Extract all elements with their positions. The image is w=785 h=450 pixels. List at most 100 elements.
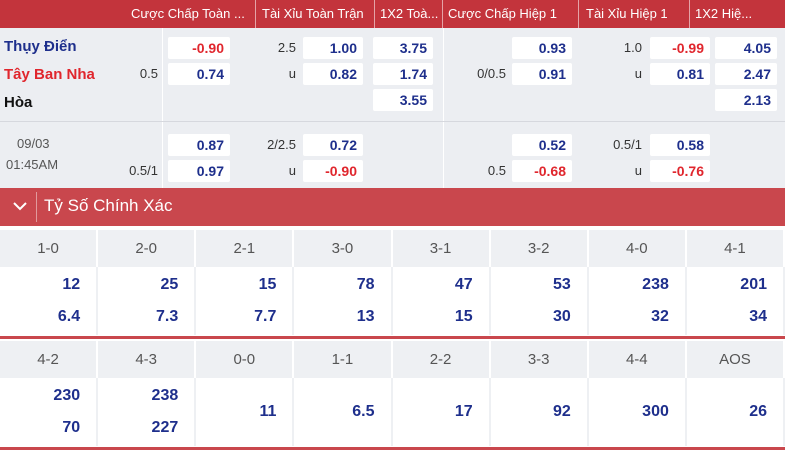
away-score-odds[interactable]: 13	[356, 308, 375, 325]
ft-1x2-draw-odds[interactable]: 3.55	[373, 89, 433, 111]
col-h1-handicap-header[interactable]: Cược Chấp Hiệp 1	[448, 6, 557, 21]
home-score-odds[interactable]: 53	[552, 276, 571, 293]
home-score-odds[interactable]: 47	[454, 276, 473, 293]
away-score-odds[interactable]: 6.4	[57, 308, 81, 325]
home-team-name[interactable]: Thụy Điển	[4, 38, 77, 55]
alt-ft-under-odds[interactable]: -0.90	[303, 160, 363, 182]
col-h1-over-under-header[interactable]: Tài Xỉu Hiệp 1	[586, 6, 668, 21]
ft-over-odds[interactable]: 1.00	[303, 37, 363, 59]
score-odds-cell[interactable]: 6.5	[294, 378, 393, 446]
score-odds-cell[interactable]: 92	[491, 378, 589, 446]
col-ft-1x2-header[interactable]: 1X2 Toà...	[380, 6, 439, 21]
correct-score-header-row-1: 1-0 2-0 2-1 3-0 3-1 3-2 4-0 4-1	[0, 230, 785, 267]
away-score-odds[interactable]: 70	[62, 419, 81, 436]
score-odds-cell[interactable]: 15 7.7	[196, 267, 295, 335]
draw-score-odds[interactable]: 300	[642, 403, 669, 420]
score-odds-cell[interactable]: 11	[196, 378, 295, 446]
score-odds-cell[interactable]: 300	[589, 378, 687, 446]
draw-score-odds[interactable]: 6.5	[352, 403, 375, 420]
score-label: 3-3	[490, 341, 589, 378]
col-ft-handicap-header[interactable]: Cược Chấp Toàn ...	[131, 6, 245, 21]
h1-under-label: u	[634, 66, 642, 81]
score-label: 3-2	[490, 230, 589, 267]
alt-h1-over-odds[interactable]: 0.58	[650, 134, 710, 156]
score-label: 3-0	[294, 230, 393, 267]
draw-score-odds[interactable]: 17	[454, 403, 473, 420]
h1-handicap-home-odds[interactable]: 0.93	[512, 37, 572, 59]
alt-h1-under-label: u	[634, 163, 642, 178]
score-odds-cell[interactable]: 26	[687, 378, 785, 446]
chevron-down-icon[interactable]	[10, 196, 30, 216]
score-odds-cell[interactable]: 201 34	[687, 267, 785, 335]
h1-handicap-away-odds[interactable]: 0.91	[512, 63, 572, 85]
home-score-odds[interactable]: 78	[356, 276, 375, 293]
correct-score-values-row-2: 230 70 238 227 11 6.5 17 92 300 26	[0, 378, 785, 446]
away-score-odds[interactable]: 227	[151, 419, 179, 436]
match-date: 09/03	[17, 136, 50, 151]
away-score-odds[interactable]: 30	[552, 308, 571, 325]
ft-handicap-away-odds[interactable]: 0.74	[168, 63, 230, 85]
row-separator	[0, 121, 785, 122]
score-odds-cell[interactable]: 53 30	[491, 267, 589, 335]
col-h1-1x2-header[interactable]: 1X2 Hiệ...	[695, 6, 753, 21]
h1-1x2-away-odds[interactable]: 2.47	[715, 63, 777, 85]
ft-under-odds[interactable]: 0.82	[303, 63, 363, 85]
draw-score-odds[interactable]: 11	[259, 403, 277, 420]
away-score-odds[interactable]: 32	[651, 308, 669, 325]
alt-h1-under-odds[interactable]: -0.76	[650, 160, 710, 182]
column-separator	[443, 28, 444, 188]
score-odds-cell[interactable]: 238 32	[589, 267, 687, 335]
correct-score-section-bar[interactable]: Tỷ Số Chính Xác	[0, 188, 785, 226]
h1-1x2-home-odds[interactable]: 4.05	[715, 37, 777, 59]
bottom-divider	[0, 447, 785, 450]
alt-h1-handicap-away-odds[interactable]: -0.68	[512, 160, 572, 182]
draw-label: Hòa	[4, 94, 33, 111]
col-ft-over-under-header[interactable]: Tài Xỉu Toàn Trận	[262, 6, 364, 21]
score-odds-cell[interactable]: 12 6.4	[0, 267, 99, 335]
alt-h1-handicap-home-odds[interactable]: 0.52	[512, 134, 572, 156]
home-score-odds[interactable]: 201	[740, 276, 767, 293]
ft-over-under-line: 2.5	[277, 40, 296, 55]
home-score-odds[interactable]: 230	[53, 387, 81, 404]
h1-1x2-draw-odds[interactable]: 2.13	[715, 89, 777, 111]
h1-under-odds[interactable]: 0.81	[650, 63, 710, 85]
home-score-odds[interactable]: 238	[642, 276, 669, 293]
aos-odds[interactable]: 26	[749, 403, 767, 420]
alt-ft-over-under-line: 2/2.5	[267, 137, 296, 152]
score-label: 2-2	[392, 341, 491, 378]
score-odds-cell[interactable]: 230 70	[0, 378, 99, 446]
score-label: 3-1	[392, 230, 491, 267]
away-score-odds[interactable]: 15	[454, 308, 473, 325]
away-team-name[interactable]: Tây Ban Nha	[4, 66, 95, 83]
draw-score-odds[interactable]: 92	[552, 403, 571, 420]
home-score-odds[interactable]: 25	[160, 276, 179, 293]
aos-label: AOS	[686, 341, 785, 378]
h1-handicap-line: 0/0.5	[477, 66, 506, 81]
ft-handicap-home-odds[interactable]: -0.90	[168, 37, 230, 59]
away-score-odds[interactable]: 7.7	[254, 308, 277, 325]
score-label: 4-1	[686, 230, 785, 267]
score-label: 1-1	[294, 341, 393, 378]
home-score-odds[interactable]: 12	[62, 276, 81, 293]
h1-over-odds[interactable]: -0.99	[650, 37, 710, 59]
ft-1x2-away-odds[interactable]: 1.74	[373, 63, 433, 85]
score-odds-cell[interactable]: 238 227	[98, 378, 197, 446]
odds-header-bar: Cược Chấp Toàn ... Tài Xỉu Toàn Trận 1X2…	[0, 0, 785, 28]
score-odds-cell[interactable]: 17	[393, 378, 491, 446]
alt-ft-over-odds[interactable]: 0.72	[303, 134, 363, 156]
score-odds-cell[interactable]: 78 13	[294, 267, 393, 335]
score-odds-cell[interactable]: 25 7.3	[98, 267, 197, 335]
section-divider	[36, 192, 37, 222]
score-label: 4-4	[588, 341, 687, 378]
score-label: 0-0	[196, 341, 295, 378]
home-score-odds[interactable]: 238	[151, 387, 179, 404]
score-odds-cell[interactable]: 47 15	[393, 267, 491, 335]
away-score-odds[interactable]: 7.3	[156, 308, 179, 325]
ft-1x2-home-odds[interactable]: 3.75	[373, 37, 433, 59]
score-label: 2-1	[196, 230, 295, 267]
away-score-odds[interactable]: 34	[749, 308, 767, 325]
alt-ft-handicap-home-odds[interactable]: 0.87	[168, 134, 230, 156]
alt-ft-handicap-away-odds[interactable]: 0.97	[168, 160, 230, 182]
home-score-odds[interactable]: 15	[258, 276, 277, 293]
score-label: 4-3	[98, 341, 197, 378]
